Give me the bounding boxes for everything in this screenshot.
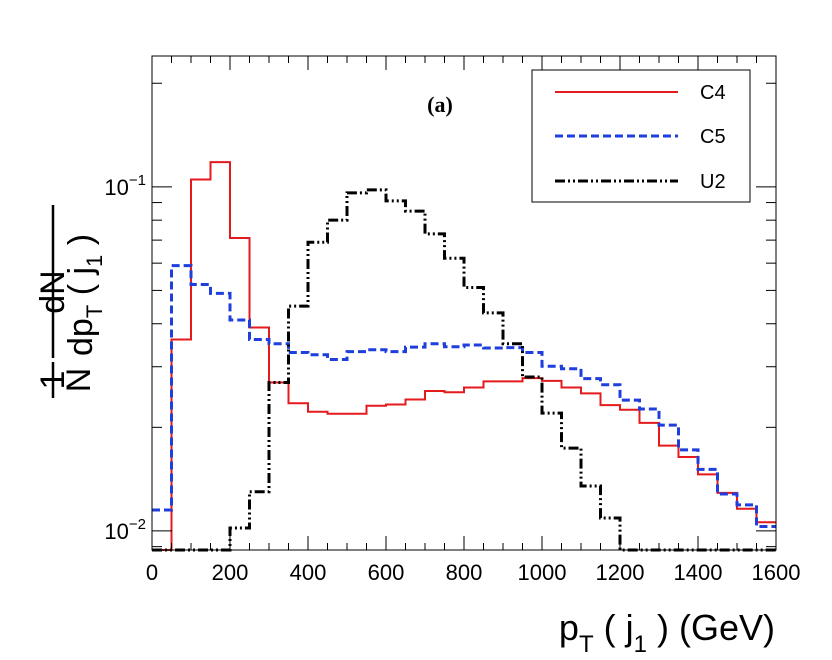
x-tick-label: 400 (290, 560, 327, 585)
y-axis-title-dp: dp (62, 318, 100, 356)
x-tick-label: 0 (146, 560, 158, 585)
legend: C4 C5 U2 (531, 69, 751, 203)
y-axis-title: 1 N dN dpT ( j1 ) (34, 205, 107, 398)
x-tick-label: 1200 (596, 560, 645, 585)
legend-label-u2: U2 (700, 171, 726, 193)
y-axis-title-jpre: ( j (62, 267, 100, 305)
x-tick-label: 1000 (518, 560, 567, 585)
x-axis-title-p: p (559, 607, 579, 648)
x-tick-label: 800 (446, 560, 483, 585)
panel-annotation: (a) (427, 92, 453, 117)
legend-label-c5: C5 (700, 126, 726, 148)
series-layer (152, 161, 776, 552)
x-axis-title: pT ( j1 ) (GeV) (559, 607, 775, 658)
x-tick-label: 1600 (752, 560, 801, 585)
y-axis-title-denominator: dpT ( j1 ) (62, 234, 107, 356)
series-c4-line (152, 161, 776, 551)
x-tick-label: 200 (212, 560, 249, 585)
x-tick-label: 1400 (674, 560, 723, 585)
legend-label-c4: C4 (700, 82, 726, 104)
series-c5-line (152, 264, 776, 528)
y-axis-title-n: N (60, 368, 98, 393)
y-tick-label: 10−2 (104, 516, 146, 544)
y-tick-label-base: 10 (104, 519, 128, 544)
x-axis-title-end: ) (GeV) (647, 607, 775, 648)
y-tick-label: 10−1 (104, 172, 146, 200)
y-axis-title-jpost: ) (62, 234, 100, 255)
y-tick-label-exponent: −2 (129, 516, 146, 533)
x-axis-title-sub-1: 1 (634, 631, 647, 658)
y-tick-label-exponent: −1 (129, 172, 146, 189)
y-tick-label-base: 10 (104, 175, 128, 200)
x-tick-label: 600 (368, 560, 405, 585)
x-axis-title-mid: ( j (594, 607, 634, 648)
y-axis-title-sub-1: 1 (82, 255, 107, 267)
y-axis-title-sub-t: T (82, 305, 107, 318)
series-u2-line (152, 188, 776, 552)
x-axis-title-sub-t: T (579, 631, 594, 658)
